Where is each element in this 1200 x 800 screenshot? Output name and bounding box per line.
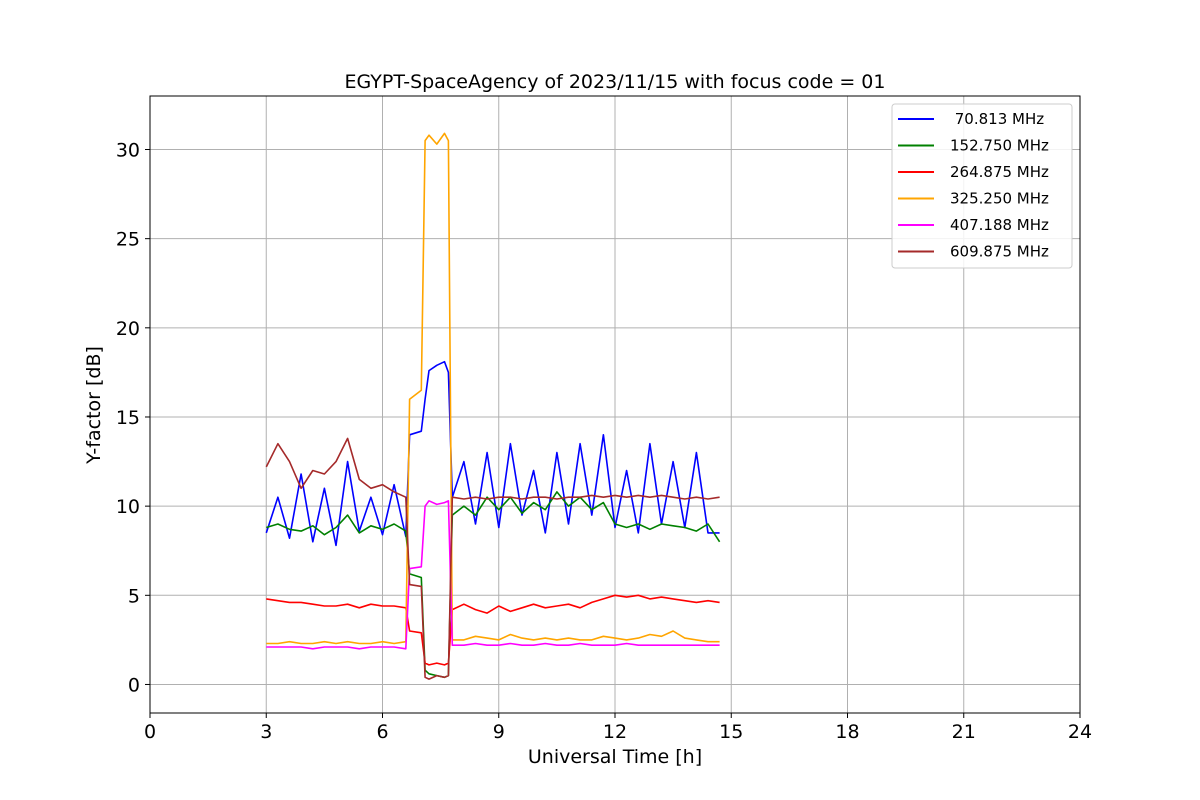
x-tick-label: 24 [1068, 721, 1092, 743]
legend-label: 325.250 MHz [950, 190, 1049, 208]
legend: 70.813 MHz 152.750 MHz 264.875 MHz 325.250 … [891, 103, 1073, 269]
series-line-4 [266, 499, 720, 650]
series-line-5 [265, 437, 720, 680]
x-tick-label: 6 [376, 721, 388, 743]
y-tick-label: 5 [128, 585, 140, 607]
y-tick-label: 30 [116, 139, 140, 161]
x-tick-label: 0 [144, 721, 156, 743]
y-axis-label: Y-factor [dB] [83, 346, 105, 465]
x-tick-label: 12 [603, 721, 627, 743]
x-tick-label: 18 [835, 721, 859, 743]
legend-label: 152.750 MHz [950, 137, 1049, 155]
series-line-1 [266, 491, 721, 679]
legend-label: 609.875 MHz [950, 243, 1049, 261]
legend-label: 70.813 MHz [950, 110, 1044, 128]
legend-label: 264.875 MHz [950, 163, 1049, 181]
axis-ticks: 0 3 6 9 12 15 18 21 24 0 5 10 15 20 25 30 [116, 139, 1092, 743]
grid [149, 96, 1081, 713]
x-tick-label: 21 [952, 721, 976, 743]
series-line-2 [266, 594, 720, 666]
plot-series [265, 132, 721, 680]
x-tick-label: 9 [493, 721, 505, 743]
y-tick-label: 25 [116, 229, 140, 251]
legend-label: 407.188 MHz [950, 216, 1049, 234]
y-tick-label: 20 [116, 318, 140, 340]
chart-title: EGYPT-SpaceAgency of 2023/11/15 with foc… [345, 71, 886, 93]
x-tick-label: 15 [719, 721, 743, 743]
legend-box [891, 103, 1073, 269]
y-tick-label: 0 [128, 674, 140, 696]
x-axis-label: Universal Time [h] [528, 746, 702, 768]
y-tick-label: 10 [116, 496, 140, 518]
y-tick-label: 15 [116, 407, 140, 429]
x-tick-label: 3 [260, 721, 272, 743]
series-line-0 [265, 360, 720, 547]
series-line-3 [266, 132, 720, 645]
